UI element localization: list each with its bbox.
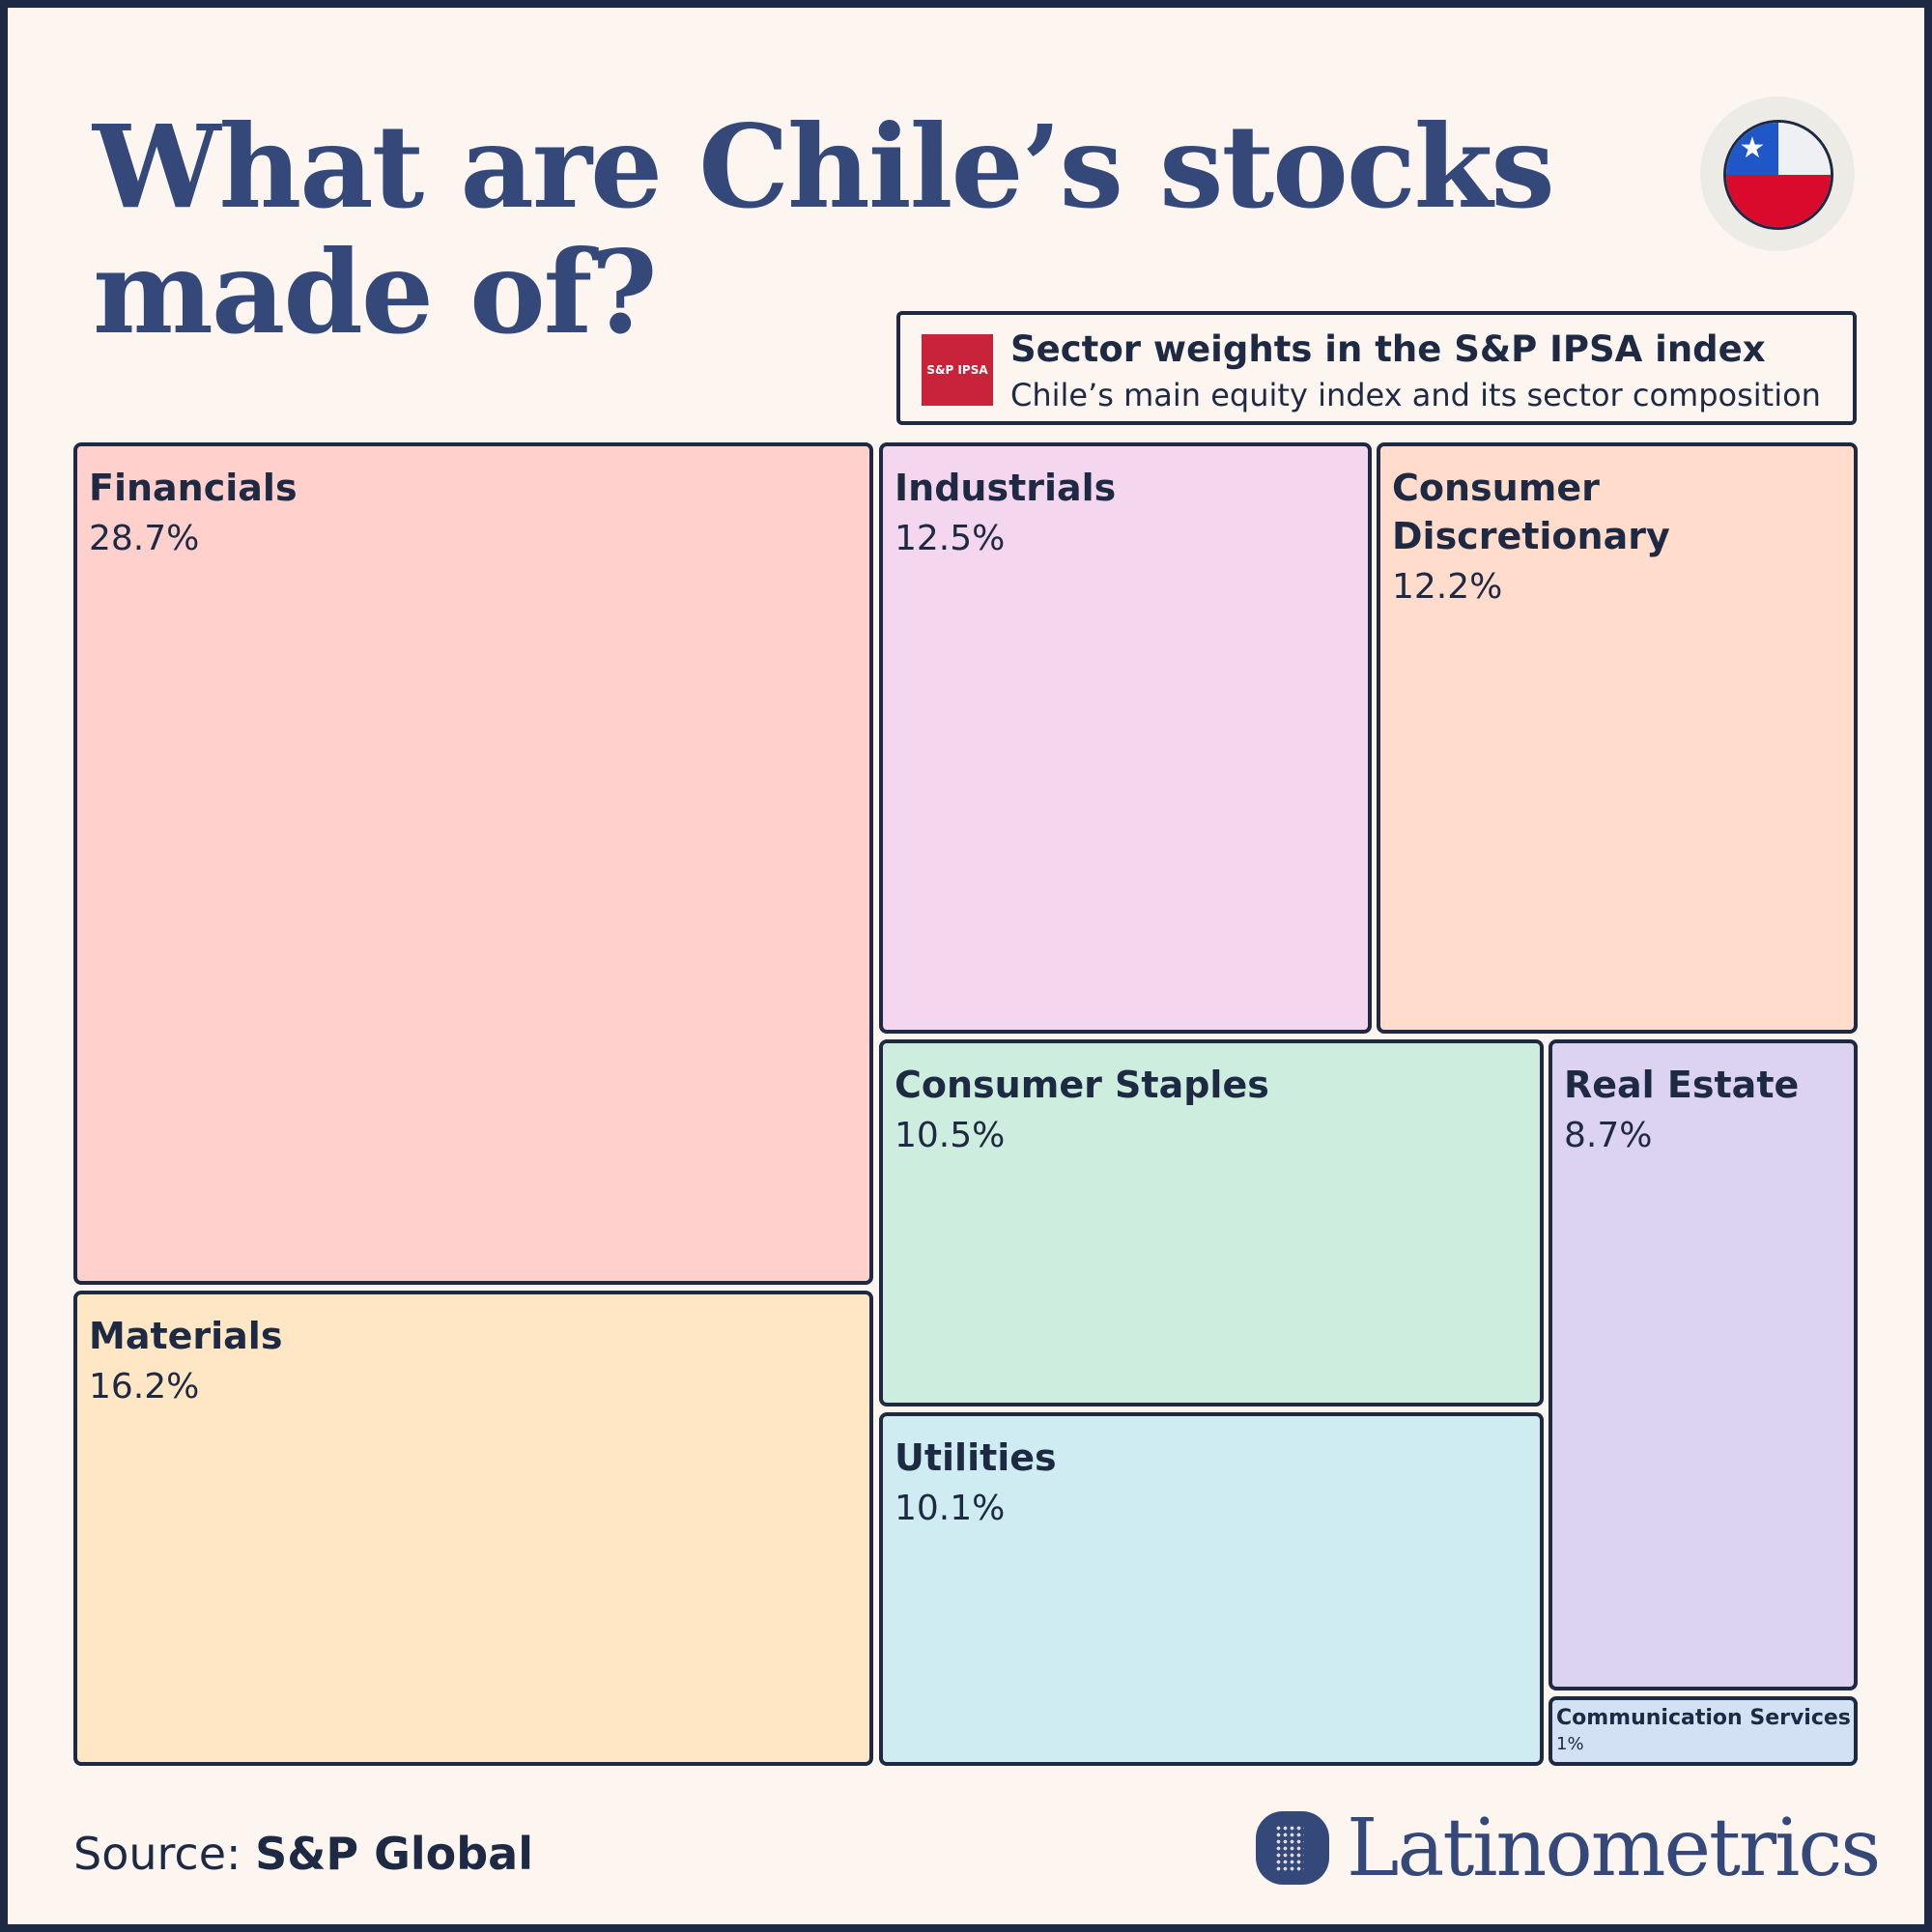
treemap-tile-consumer-discretionary: Consumer Discretionary 12.2% (1377, 442, 1858, 1034)
tile-label: Financials (89, 467, 298, 509)
title-line-1: What are Chile’s stocks (93, 99, 1555, 234)
tile-value: 16.2% (89, 1367, 200, 1406)
source-note: Source: S&P Global (73, 1828, 533, 1880)
tile-value: 1% (1556, 1734, 1584, 1754)
tile-label: Utilities (895, 1436, 1057, 1479)
legend-title: Sector weights in the S&P IPSA index (1010, 328, 1766, 370)
tile-value: 10.1% (895, 1489, 1006, 1528)
treemap-tile-materials: Materials 16.2% (73, 1291, 873, 1766)
tile-value: 10.5% (895, 1116, 1006, 1155)
tile-value: 8.7% (1564, 1116, 1653, 1155)
title-line-2: made of? (93, 225, 658, 359)
treemap-tile-communication-services: Communication Services 1% (1548, 1696, 1858, 1766)
chile-flag-icon: ★ (1723, 120, 1833, 230)
tile-label: Real Estate (1564, 1064, 1800, 1106)
treemap-tile-real-estate: Real Estate 8.7% (1548, 1039, 1858, 1690)
latinometrics-logo-icon (1256, 1811, 1329, 1885)
sp-ipsa-logo: S&P IPSA (922, 334, 993, 406)
tile-value: 12.2% (1392, 567, 1503, 607)
page-title: What are Chile’s stocks made of? (93, 99, 1555, 359)
legend-box: S&P IPSA Sector weights in the S&P IPSA … (896, 311, 1857, 425)
tile-label: Consumer Discretionary (1392, 467, 1670, 557)
tile-value: 12.5% (895, 519, 1006, 558)
brand-name: Latinometrics (1347, 1802, 1881, 1894)
treemap-tile-consumer-staples: Consumer Staples 10.5% (879, 1039, 1544, 1406)
tile-label: Communication Services (1556, 1706, 1851, 1730)
treemap-tile-industrials: Industrials 12.5% (879, 442, 1372, 1034)
tile-label: Industrials (895, 467, 1117, 509)
tile-label: Consumer Staples (895, 1064, 1269, 1106)
legend-subtitle: Chile’s main equity index and its sector… (1010, 377, 1821, 413)
tile-value: 28.7% (89, 519, 200, 558)
treemap-tile-financials: Financials 28.7% (73, 442, 873, 1285)
brand-logo: Latinometrics (1256, 1802, 1881, 1894)
chile-flag-badge: ★ (1700, 97, 1855, 251)
treemap-tile-utilities: Utilities 10.1% (879, 1412, 1544, 1766)
tile-label: Materials (89, 1315, 283, 1357)
